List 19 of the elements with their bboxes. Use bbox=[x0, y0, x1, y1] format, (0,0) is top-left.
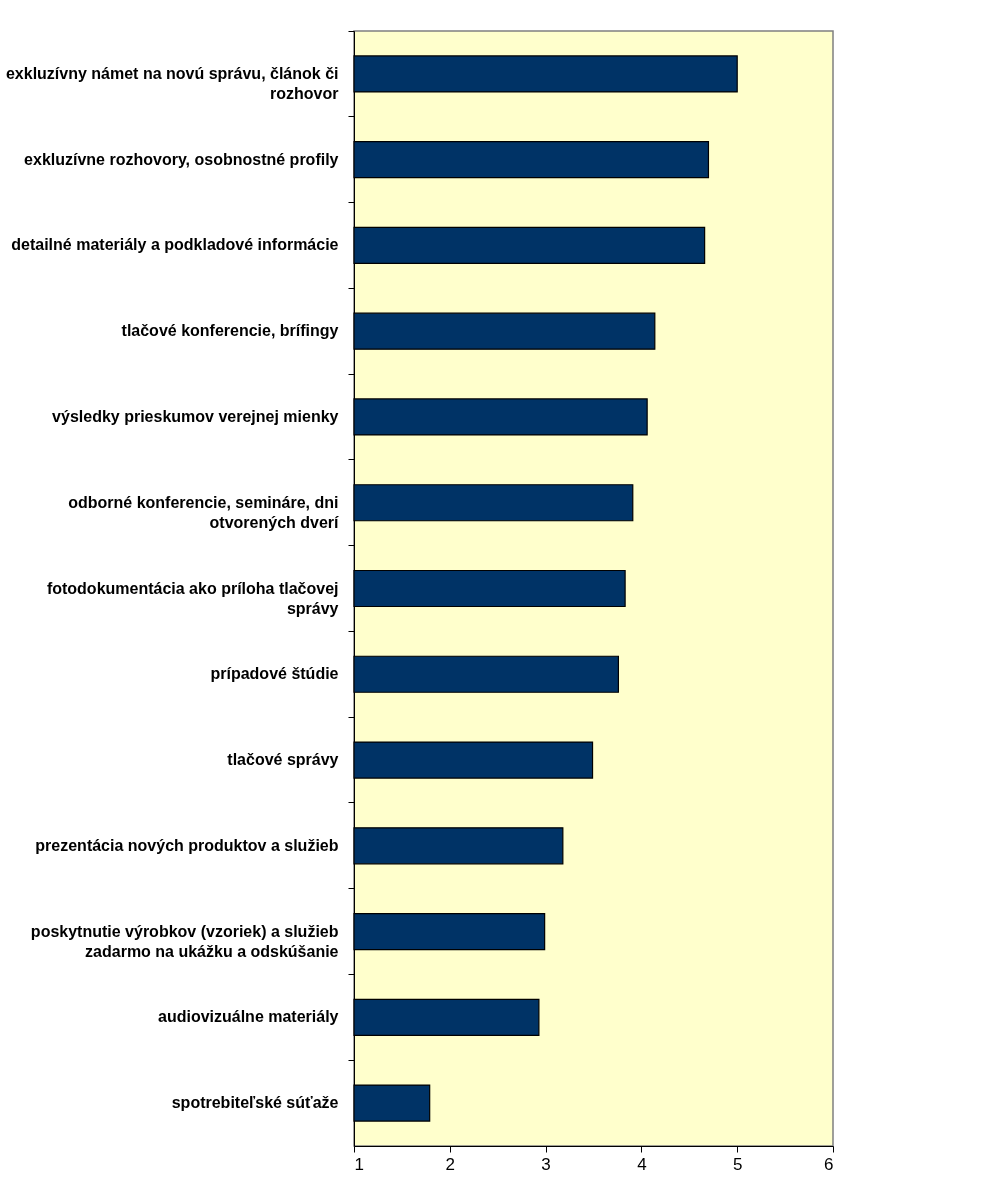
x-tick-label: 5 bbox=[732, 1154, 743, 1174]
y-tick-label: tlačové konferencie, brífingy bbox=[121, 322, 339, 340]
x-tick-label: 3 bbox=[541, 1154, 551, 1174]
y-tick-label: spotrebiteľské súťaže bbox=[171, 1094, 339, 1112]
y-tick-label: prezentácia nových produktov a služieb bbox=[35, 836, 339, 854]
x-tick-label: 2 bbox=[445, 1154, 456, 1174]
y-tick-label: výsledky prieskumov verejnej mienky bbox=[52, 407, 339, 425]
y-tick-label: fotodokumentácia ako príloha tlačovej správy bbox=[46, 579, 339, 617]
y-tick-label: exkluzívny námet na novú správu, článok či rozhovor bbox=[5, 64, 339, 102]
y-tick-label: odborné konferencie, semináre, dni otvorených dverí bbox=[68, 493, 340, 531]
x-tick-label: 4 bbox=[637, 1154, 647, 1174]
y-tick-label: prípadové štúdie bbox=[210, 665, 339, 683]
y-tick-label: poskytnutie výrobkov (vzoriek) a služieb zadarmo na ukážku a odskúšanie bbox=[30, 922, 339, 960]
y-tick-label: audiovizuálne materiály bbox=[157, 1008, 339, 1026]
y-tick-label: tlačové správy bbox=[227, 751, 339, 769]
y-tick-label: exkluzívne rozhovory, osobnostné profily bbox=[24, 150, 339, 168]
x-tick-label: 6 bbox=[824, 1154, 834, 1174]
x-tick-label: 1 bbox=[354, 1154, 364, 1174]
y-tick-label: detailné materiály a podkladové informácie bbox=[11, 236, 339, 254]
